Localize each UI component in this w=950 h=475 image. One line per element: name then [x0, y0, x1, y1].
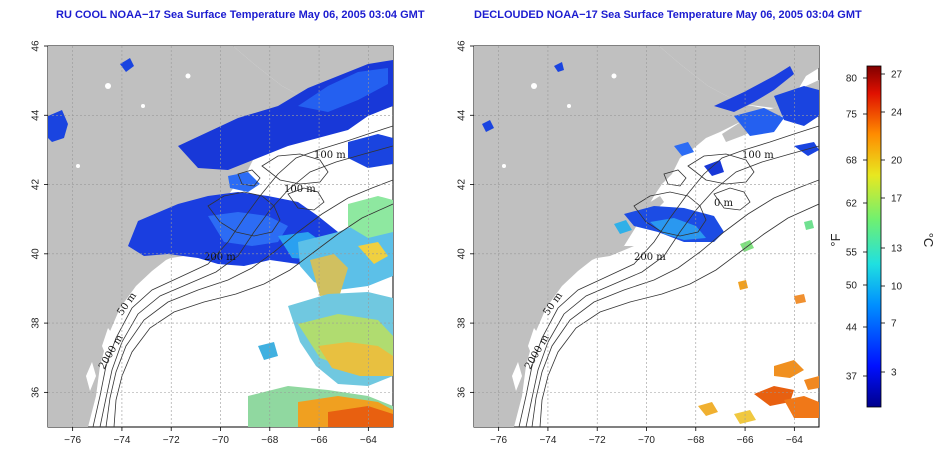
fahrenheit-tick-label: 50	[846, 281, 858, 292]
celsius-tick-label: 24	[891, 108, 903, 119]
fahrenheit-tick-label: 55	[846, 248, 858, 259]
right-contour-label-200m: 200 m	[634, 252, 666, 263]
fahrenheit-tick-label: 62	[846, 199, 858, 210]
left-lat-tick-label: 46	[31, 40, 42, 52]
right-contour-label-100m: 100 m	[742, 150, 774, 161]
colorbar-fahrenheit-label: °F	[828, 233, 843, 246]
colorbar-gradient	[866, 65, 882, 408]
left-lat-tick-label: 36	[31, 386, 42, 398]
left-contour-label-200m: 200 m	[204, 252, 236, 263]
left-lon-tick-label: −66	[311, 435, 328, 446]
celsius-tick-label: 17	[891, 194, 903, 205]
colorbar-ticks: 80 75 68 62 55 50 44 37 27 24 20 17 13 10 7 3	[846, 70, 903, 383]
fahrenheit-tick-label: 44	[846, 323, 858, 334]
left-lon-tick-label: −76	[64, 435, 81, 446]
right-lat-tick-label: 44	[457, 109, 468, 121]
celsius-tick-label: 27	[891, 70, 903, 81]
left-axis-ticks: −76 −74 −72 −70 −68 −66 −64 46 44 42 40 38 36	[31, 40, 378, 446]
right-contour-label-0m: 0 m	[714, 198, 734, 209]
right-lat-tick-label: 36	[457, 386, 468, 398]
left-lon-tick-label: −68	[261, 435, 278, 446]
right-map-panel: 100 m 0 m 200 m 50 m 2000 m −76 −74 −72 −70…	[457, 40, 820, 446]
right-axis-ticks: −76 −74 −72 −70 −68 −66 −64 46 44 42 40 38 36	[457, 40, 804, 446]
left-lon-tick-label: −64	[360, 435, 377, 446]
right-lon-tick-label: −74	[539, 435, 556, 446]
right-lon-tick-label: −70	[638, 435, 655, 446]
right-lon-tick-label: −72	[589, 435, 606, 446]
colorbar: 80 75 68 62 55 50 44 37 27 24 20 17 13 10 7 3 °F °C	[828, 65, 936, 408]
fahrenheit-tick-label: 68	[846, 156, 858, 167]
right-lon-tick-label: −64	[786, 435, 803, 446]
right-lat-tick-label: 46	[457, 40, 468, 52]
right-lat-tick-label: 42	[457, 179, 468, 191]
left-grid	[48, 46, 393, 427]
fahrenheit-tick-label: 37	[846, 372, 858, 383]
right-sst-cold	[482, 62, 819, 242]
left-lon-tick-label: −74	[113, 435, 130, 446]
left-panel-title: RU COOL NOAA−17 Sea Surface Temperature …	[56, 9, 425, 21]
fahrenheit-tick-label: 75	[846, 110, 858, 121]
left-lat-tick-label: 44	[31, 109, 42, 121]
celsius-tick-label: 13	[891, 244, 903, 255]
right-lat-tick-label: 38	[457, 317, 468, 329]
right-lon-tick-label: −66	[737, 435, 754, 446]
left-map-content: 100 m 100 m 200 m 50 m 2000 m	[48, 46, 393, 427]
right-lon-tick-label: −68	[687, 435, 704, 446]
left-map-panel: 100 m 100 m 200 m 50 m 2000 m −76 −74 −72−…	[31, 40, 394, 446]
left-lat-tick-label: 38	[31, 317, 42, 329]
left-lat-tick-label: 40	[31, 248, 42, 260]
celsius-tick-label: 10	[891, 282, 903, 293]
fahrenheit-tick-label: 80	[846, 74, 858, 85]
celsius-tick-label: 20	[891, 156, 903, 167]
right-map-content: 100 m 0 m 200 m 50 m 2000 m	[474, 46, 819, 427]
celsius-tick-label: 7	[891, 319, 897, 330]
left-lon-tick-label: −72	[163, 435, 180, 446]
celsius-tick-label: 3	[891, 368, 897, 379]
left-lon-tick-label: −70	[212, 435, 229, 446]
left-sst-warm	[248, 196, 393, 427]
left-lat-tick-label: 42	[31, 179, 42, 191]
left-contour-label-100m-a: 100 m	[314, 150, 346, 161]
colorbar-celsius-label: °C	[921, 233, 936, 248]
right-lon-tick-label: −76	[490, 435, 507, 446]
right-sst-warm	[698, 220, 819, 424]
left-contour-label-100m-b: 100 m	[284, 184, 316, 195]
right-panel-title: DECLOUDED NOAA−17 Sea Surface Temperatur…	[474, 9, 862, 21]
right-lat-tick-label: 40	[457, 248, 468, 260]
right-grid	[474, 46, 819, 427]
